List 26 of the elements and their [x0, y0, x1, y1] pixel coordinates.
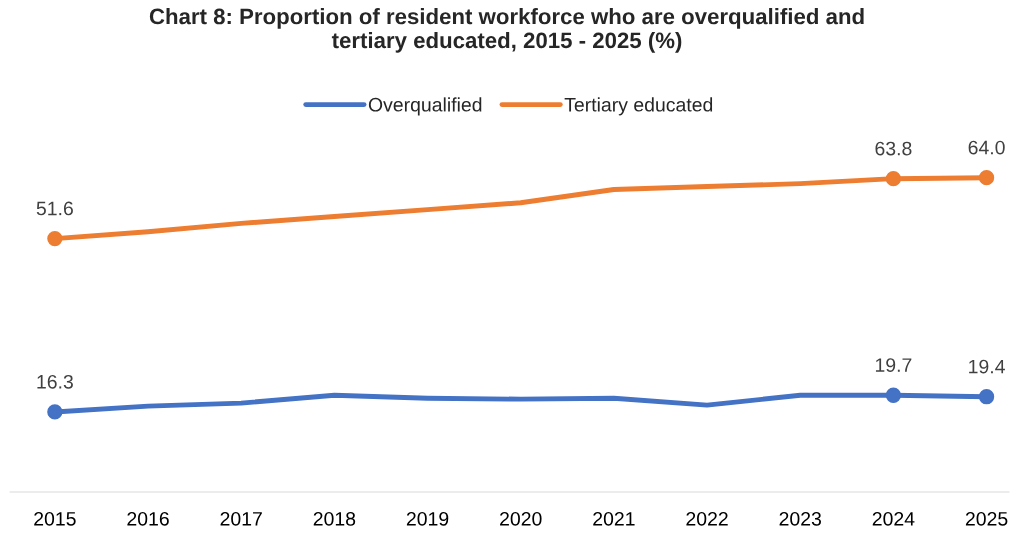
x-tick-label: 2017	[220, 511, 262, 526]
x-tick-label: 2023	[779, 511, 821, 526]
x-tick-label: 2022	[686, 511, 728, 526]
chart-title: Chart 8: Proportion of resident workforce who are overqualified and tertiary educated, 2015 - 2025 (%)	[149, 8, 864, 53]
x-tick-label: 2025	[965, 511, 1008, 526]
point	[978, 389, 995, 405]
x-tick-label: 2024	[872, 511, 915, 526]
x-tick-label: 2019	[406, 511, 449, 526]
x-tick-label: 2021	[593, 511, 635, 526]
data-label: 19.7	[875, 358, 912, 372]
x-tick-label: 2015	[34, 511, 76, 526]
point	[47, 230, 63, 247]
point	[885, 171, 902, 187]
x-tick-label: 2016	[127, 511, 169, 526]
x-tick-label: 2018	[313, 511, 356, 526]
data-label: 63.8	[875, 141, 912, 156]
point	[47, 404, 63, 420]
point	[885, 387, 902, 403]
data-label: 51.6	[36, 201, 73, 216]
legend-label: Tertiary educated	[564, 97, 713, 116]
data-label: 64.0	[968, 140, 1005, 155]
point	[978, 170, 995, 186]
x-tick-label: 2020	[500, 511, 542, 526]
data-label: 16.3	[37, 374, 73, 389]
data-label: 19.4	[969, 359, 1005, 374]
legend-label: Overqualified	[368, 97, 482, 116]
